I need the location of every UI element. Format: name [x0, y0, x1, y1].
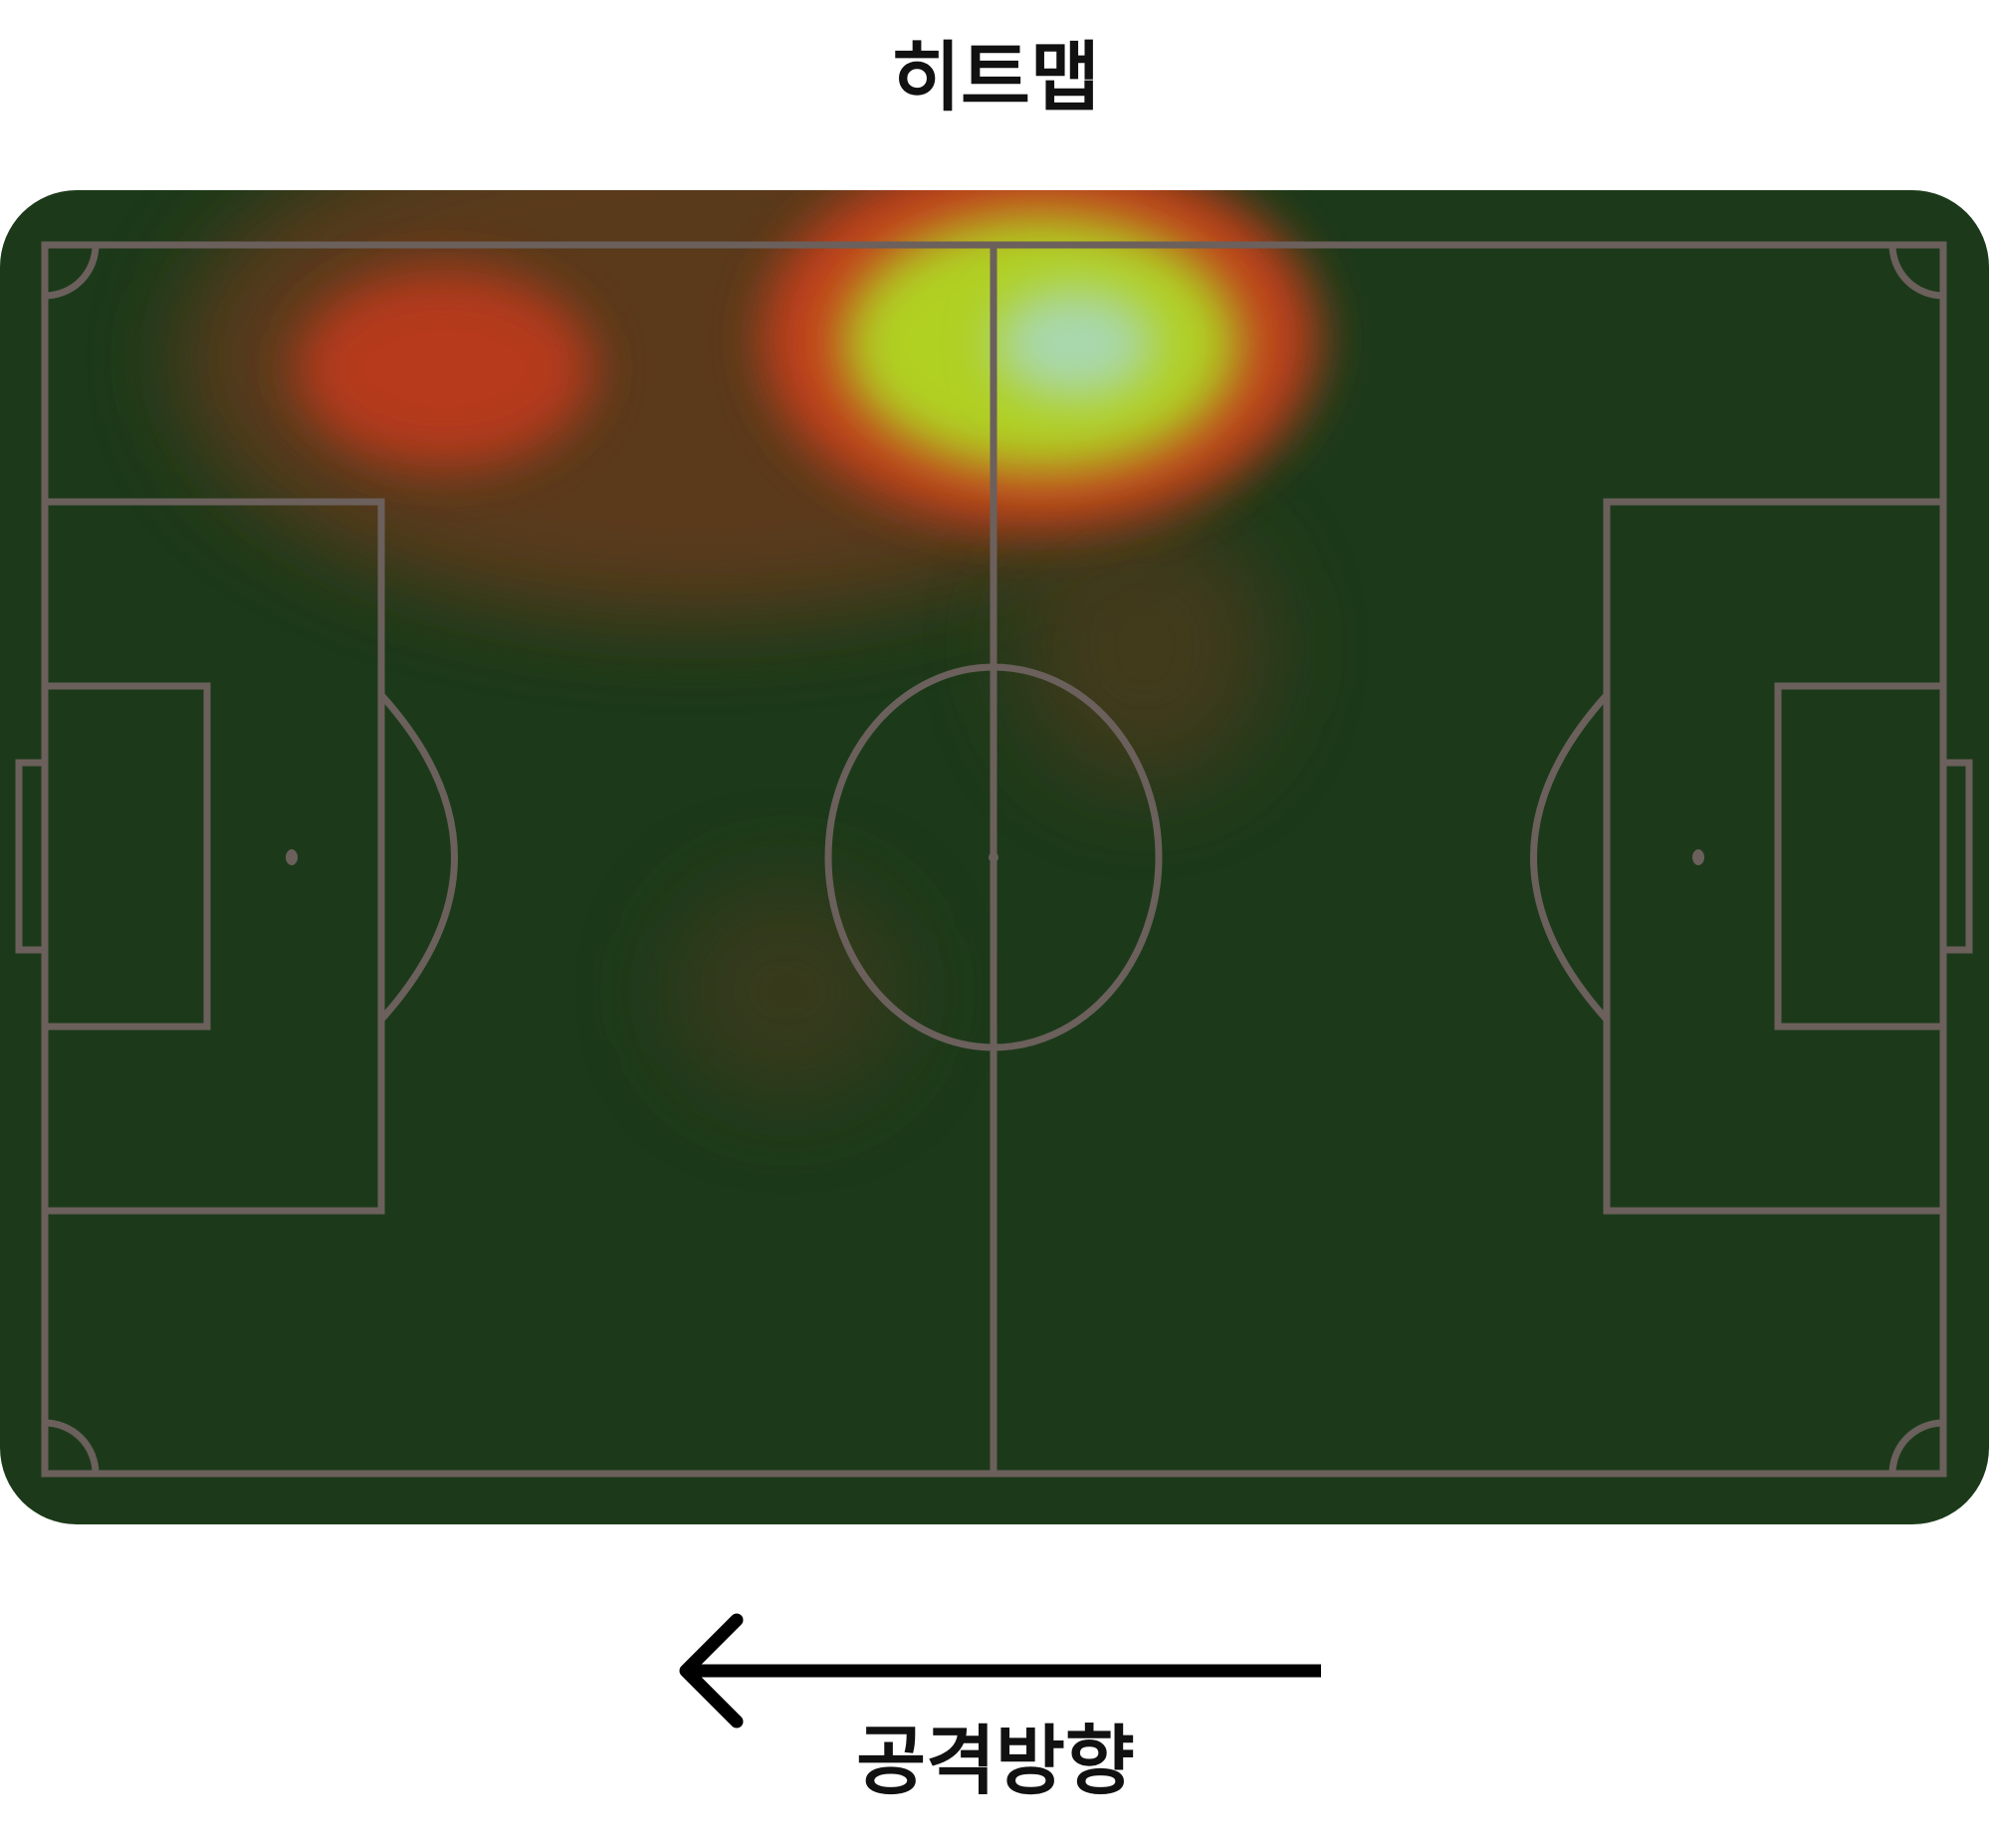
pitch: [0, 190, 1989, 1524]
title: 히트맵: [891, 33, 1100, 121]
direction-arrow: [679, 1613, 1321, 1729]
direction-label: 공격방향: [856, 1717, 1135, 1805]
pitch-lines: [15, 241, 1973, 1478]
